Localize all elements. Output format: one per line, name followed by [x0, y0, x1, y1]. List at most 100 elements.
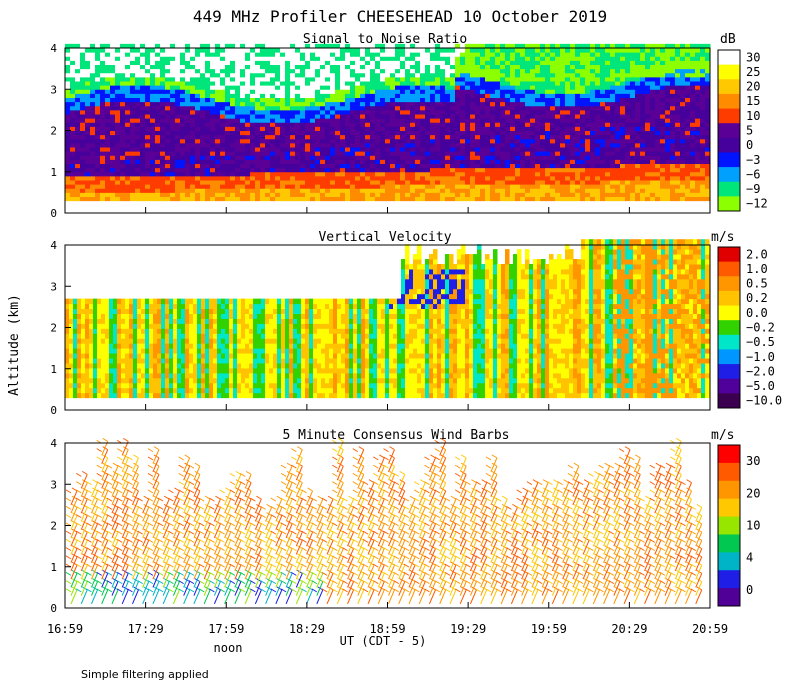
snr-cell	[385, 167, 391, 173]
snr-cell	[450, 52, 456, 57]
snr-cell	[615, 142, 621, 148]
snr-cell	[235, 175, 241, 181]
snr-cell	[440, 105, 446, 111]
snr-cell	[605, 105, 611, 111]
snr-cell	[560, 89, 566, 94]
snr-cell	[560, 118, 566, 123]
snr-cell	[695, 76, 701, 82]
snr-cell	[415, 89, 421, 94]
snr-cell	[180, 192, 186, 197]
snr-cell	[395, 188, 401, 193]
snr-cell	[150, 130, 156, 136]
snr-cell	[65, 76, 71, 82]
snr-cell	[465, 93, 471, 98]
snr-cell	[575, 142, 581, 148]
snr-cell	[450, 97, 456, 103]
snr-cell	[110, 72, 116, 78]
snr-cell	[590, 167, 596, 173]
snr-cell	[255, 118, 261, 123]
snr-cell	[540, 184, 546, 189]
snr-cell	[65, 56, 71, 61]
snr-cell	[665, 101, 671, 107]
snr-cell	[640, 163, 646, 169]
snr-cell	[690, 184, 696, 189]
snr-cell	[685, 56, 691, 61]
snr-cell	[80, 97, 86, 103]
snr-cell	[630, 159, 636, 164]
snr-cell	[370, 72, 376, 78]
snr-cell	[140, 184, 146, 189]
snr-cell	[175, 122, 181, 127]
snr-cell	[675, 180, 681, 185]
snr-cell	[315, 97, 321, 103]
snr-cell	[190, 93, 196, 98]
snr-cell	[65, 175, 71, 181]
snr-cell	[580, 85, 586, 90]
snr-cell	[375, 43, 381, 49]
snr-cell	[215, 134, 221, 140]
snr-cell	[420, 180, 426, 185]
snr-cell	[90, 68, 96, 74]
snr-cell	[80, 192, 86, 197]
snr-cell	[670, 109, 676, 115]
snr-cell	[450, 89, 456, 94]
snr-cell	[415, 109, 421, 115]
snr-cell	[265, 151, 271, 156]
snr-cell	[295, 85, 301, 90]
snr-cell	[140, 72, 146, 78]
snr-cell	[625, 159, 631, 164]
snr-cell	[275, 184, 281, 189]
snr-cell	[530, 81, 536, 86]
snr-cell	[680, 171, 686, 177]
snr-cell	[280, 64, 286, 70]
snr-cell	[675, 175, 681, 181]
snr-cell	[155, 184, 161, 189]
snr-cell	[340, 175, 346, 181]
snr-cell	[315, 142, 321, 148]
snr-cell	[130, 184, 136, 189]
snr-cell	[120, 122, 126, 127]
snr-cell	[290, 43, 296, 49]
snr-cell	[610, 196, 616, 202]
snr-cell	[75, 68, 81, 74]
snr-cell	[700, 43, 706, 49]
snr-cell	[420, 114, 426, 119]
snr-cell	[425, 101, 431, 107]
snr-cell	[460, 184, 466, 189]
snr-cell	[395, 180, 401, 185]
snr-cell	[355, 48, 361, 53]
snr-cell	[320, 60, 326, 65]
snr-cell	[485, 48, 491, 53]
snr-cell	[570, 105, 576, 111]
snr-cell	[470, 138, 476, 144]
snr-cell	[385, 48, 391, 53]
snr-cell	[165, 56, 171, 61]
snr-cell	[150, 101, 156, 107]
snr-cell	[165, 180, 171, 185]
snr-cell	[555, 101, 561, 107]
snr-cell	[545, 118, 551, 123]
snr-cell	[590, 109, 596, 115]
snr-cell	[155, 142, 161, 148]
snr-cell	[585, 97, 591, 103]
snr-cell	[650, 93, 656, 98]
snr-cell	[230, 114, 236, 119]
snr-cell	[165, 155, 171, 160]
snr-cell	[90, 81, 96, 86]
snr-cell	[540, 89, 546, 94]
snr-cell	[670, 48, 676, 53]
snr-cell	[110, 180, 116, 185]
snr-cell	[635, 167, 641, 173]
vv-cell	[65, 338, 70, 344]
snr-cell	[290, 114, 296, 119]
snr-cell	[75, 93, 81, 98]
snr-cell	[305, 114, 311, 119]
snr-cell	[325, 175, 331, 181]
snr-cell	[490, 109, 496, 115]
snr-cell	[630, 72, 636, 78]
snr-cell	[105, 85, 111, 90]
snr-cell	[460, 147, 466, 152]
snr-cell	[685, 151, 691, 156]
snr-cell	[265, 68, 271, 74]
snr-cell	[700, 81, 706, 86]
